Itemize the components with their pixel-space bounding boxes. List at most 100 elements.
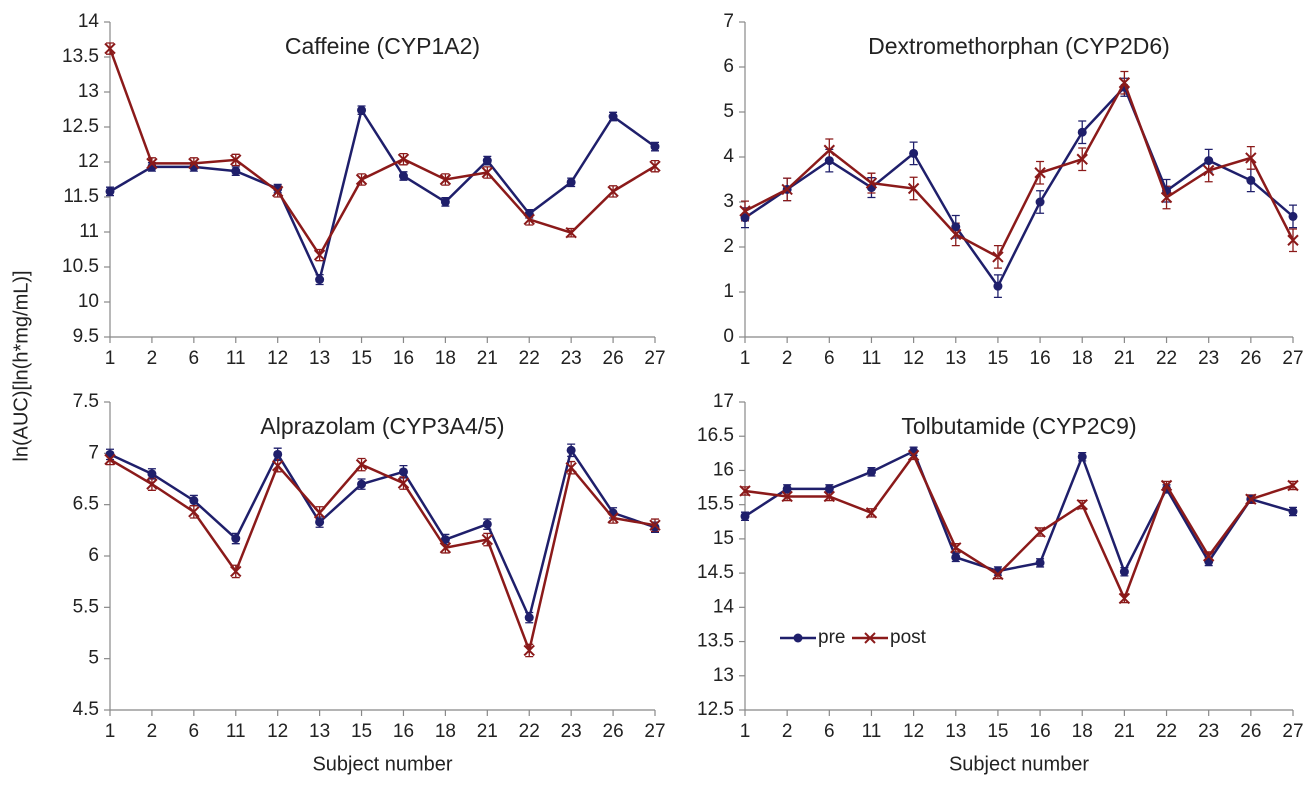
x-tick-label: 15 bbox=[351, 348, 372, 369]
point bbox=[146, 478, 158, 490]
x-tick-label: 26 bbox=[603, 721, 624, 742]
y-tick-label: 13 bbox=[713, 665, 734, 686]
y-tick-label: 16.5 bbox=[697, 425, 734, 446]
y-tick-label: 12 bbox=[78, 151, 99, 172]
point bbox=[104, 453, 116, 466]
x-tick-label: 6 bbox=[189, 348, 200, 369]
x-tick-label: 11 bbox=[862, 348, 882, 369]
series-line bbox=[109, 458, 656, 655]
y-tick-label: 12.5 bbox=[697, 699, 734, 720]
point bbox=[739, 485, 751, 497]
point bbox=[782, 484, 792, 494]
y-tick-label: 9.5 bbox=[73, 326, 99, 347]
point bbox=[397, 477, 410, 489]
point bbox=[1077, 127, 1087, 137]
point bbox=[482, 156, 492, 166]
point bbox=[398, 171, 408, 181]
point bbox=[649, 160, 661, 172]
point bbox=[649, 519, 661, 531]
y-tick-label: 7.5 bbox=[73, 391, 99, 412]
point bbox=[188, 157, 200, 170]
y-tick-label: 6 bbox=[88, 545, 99, 566]
point bbox=[147, 469, 157, 479]
point bbox=[566, 445, 576, 455]
y-tick-label: 6.5 bbox=[73, 494, 99, 515]
x-tick-label: 1 bbox=[105, 721, 116, 742]
point bbox=[992, 568, 1004, 581]
point bbox=[1246, 175, 1256, 185]
x-tick-label: 21 bbox=[477, 721, 498, 742]
point bbox=[565, 461, 577, 474]
legend-label: pre bbox=[818, 627, 845, 648]
point bbox=[482, 519, 492, 529]
chart-title: Alprazolam (CYP3A4/5) bbox=[260, 413, 504, 439]
legend-marker bbox=[793, 633, 803, 643]
x-tick-label: 13 bbox=[309, 721, 330, 742]
y-tick-label: 5 bbox=[723, 101, 734, 122]
point bbox=[1035, 197, 1045, 207]
series-line bbox=[744, 84, 1294, 289]
y-tick-label: 4 bbox=[723, 146, 734, 167]
series-line bbox=[108, 48, 656, 258]
x-tick-label: 6 bbox=[824, 348, 835, 369]
series-line bbox=[109, 107, 656, 284]
point bbox=[1077, 452, 1087, 462]
x-tick-label: 18 bbox=[1072, 348, 1093, 369]
point bbox=[650, 142, 660, 152]
point bbox=[1160, 191, 1173, 204]
x-tick-label: 26 bbox=[1240, 348, 1261, 369]
point bbox=[357, 105, 367, 115]
x-tick-label: 16 bbox=[393, 348, 414, 369]
point bbox=[992, 251, 1004, 263]
y-axis-label: ln(AUC)[ln(h*mg/mL)] bbox=[10, 270, 32, 461]
x-tick-label: 1 bbox=[740, 721, 751, 742]
point bbox=[189, 496, 199, 506]
y-tick-label: 15.5 bbox=[697, 494, 734, 515]
point bbox=[1204, 156, 1214, 166]
y-tick-label: 0 bbox=[723, 326, 734, 347]
point bbox=[1287, 479, 1299, 492]
point bbox=[439, 173, 452, 186]
y-tick-label: 3 bbox=[723, 191, 734, 212]
point bbox=[739, 205, 751, 217]
x-tick-label: 2 bbox=[147, 348, 158, 369]
point bbox=[907, 182, 920, 195]
point bbox=[1119, 567, 1129, 577]
point bbox=[357, 479, 367, 489]
point bbox=[1035, 558, 1045, 568]
series-line bbox=[744, 449, 1294, 575]
x-axis-label: Subject number bbox=[312, 753, 452, 775]
point bbox=[273, 449, 283, 459]
point bbox=[823, 490, 836, 503]
x-tick-label: 12 bbox=[903, 721, 924, 742]
y-tick-label: 13 bbox=[78, 81, 99, 102]
point bbox=[607, 512, 619, 524]
point bbox=[951, 552, 961, 562]
x-tick-label: 18 bbox=[1072, 721, 1093, 742]
x-tick-label: 13 bbox=[945, 348, 966, 369]
point bbox=[231, 166, 241, 176]
point bbox=[1118, 77, 1131, 89]
point bbox=[1245, 152, 1257, 164]
x-tick-label: 22 bbox=[1156, 721, 1177, 742]
point bbox=[397, 153, 410, 165]
x-tick-label: 23 bbox=[1198, 348, 1219, 369]
x-tick-label: 16 bbox=[393, 721, 414, 742]
point bbox=[230, 154, 242, 166]
point bbox=[824, 156, 834, 166]
x-tick-label: 6 bbox=[824, 721, 835, 742]
y-tick-label: 11.5 bbox=[63, 186, 99, 207]
x-tick-label: 27 bbox=[644, 348, 665, 369]
y-tick-label: 6 bbox=[723, 56, 734, 77]
point bbox=[104, 42, 116, 55]
point bbox=[315, 275, 325, 285]
y-tick-label: 7 bbox=[723, 11, 734, 32]
series-line bbox=[109, 447, 656, 622]
chart-title: Tolbutamide (CYP2C9) bbox=[901, 413, 1136, 439]
point bbox=[565, 226, 577, 239]
point bbox=[188, 506, 200, 518]
point bbox=[740, 213, 750, 223]
x-tick-label: 21 bbox=[1114, 348, 1135, 369]
point bbox=[566, 177, 576, 187]
x-tick-label: 21 bbox=[477, 348, 498, 369]
